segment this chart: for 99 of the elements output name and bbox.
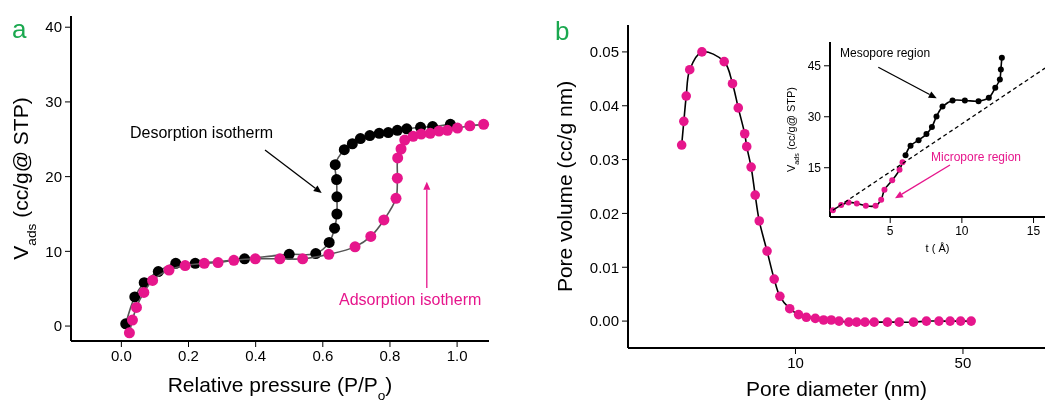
point xyxy=(985,94,992,101)
point xyxy=(441,124,453,136)
point xyxy=(939,103,946,110)
point xyxy=(323,236,335,248)
point xyxy=(391,172,403,184)
point xyxy=(331,174,343,186)
point xyxy=(401,123,413,135)
point xyxy=(365,230,377,242)
point xyxy=(992,84,999,91)
point xyxy=(354,133,366,145)
x-axis-title: Pore diameter (nm) xyxy=(746,377,927,400)
y-tick-label: 0.00 xyxy=(589,312,619,330)
point xyxy=(373,127,385,139)
point xyxy=(478,118,490,130)
point xyxy=(896,166,903,173)
point xyxy=(338,144,350,156)
point xyxy=(129,291,141,303)
point xyxy=(902,152,909,159)
point xyxy=(915,137,922,144)
x-tick-label: 0.2 xyxy=(178,347,199,364)
point xyxy=(198,257,210,269)
y-tick-label: 0 xyxy=(53,317,62,335)
point xyxy=(391,124,403,136)
y-tick-label: 15 xyxy=(807,160,822,175)
y-tick-label: 20 xyxy=(45,167,62,185)
y-tick-label: 10 xyxy=(45,242,62,260)
point xyxy=(395,143,407,155)
y-tick-label: 30 xyxy=(807,109,822,124)
y-axis-title: Pore volume (cc/g nm) xyxy=(553,80,576,293)
point xyxy=(399,134,411,146)
annotation: Adsorption isotherm xyxy=(339,291,482,308)
y-tick-label: 0.01 xyxy=(589,258,619,276)
y-tick-label: 0.05 xyxy=(589,43,619,61)
x-tick-label: 10 xyxy=(787,354,804,371)
point xyxy=(949,97,956,104)
y-tick-label: 30 xyxy=(45,93,62,111)
point xyxy=(464,120,476,132)
point xyxy=(382,127,394,139)
x-tick-label: 0.6 xyxy=(312,347,334,364)
y-tick-label: 0.03 xyxy=(589,150,619,168)
x-tick-label: 0.4 xyxy=(245,347,267,364)
point xyxy=(329,159,341,171)
x-tick-label: 5 xyxy=(886,223,894,238)
point xyxy=(123,327,135,339)
y-tick-label: 40 xyxy=(45,18,62,36)
point xyxy=(329,222,341,234)
point xyxy=(881,186,888,193)
chart-title: b xyxy=(555,16,570,46)
point xyxy=(179,260,191,272)
point xyxy=(424,127,436,139)
point xyxy=(126,314,138,326)
point xyxy=(147,274,159,286)
y-tick-label: 0.04 xyxy=(589,97,619,114)
x-tick-label: 15 xyxy=(1026,223,1041,238)
point xyxy=(349,241,361,253)
point xyxy=(346,138,358,150)
annotation: Mesopore region xyxy=(840,46,931,60)
point xyxy=(997,66,1004,73)
annotation: Desorption isotherm xyxy=(130,124,274,141)
point xyxy=(138,286,150,298)
point xyxy=(996,76,1003,83)
x-tick-label: 10 xyxy=(955,223,969,238)
point xyxy=(862,202,869,209)
x-tick-label: 0.0 xyxy=(110,347,132,364)
point xyxy=(249,253,261,265)
point xyxy=(390,192,402,204)
point xyxy=(889,177,896,184)
point xyxy=(907,142,914,149)
point xyxy=(297,253,309,265)
x-axis-title: t ( Å) xyxy=(925,242,950,254)
chart-title: a xyxy=(12,14,27,44)
point xyxy=(130,301,142,313)
point xyxy=(378,214,390,226)
annotation: Micropore region xyxy=(931,149,1022,164)
x-tick-label: 1.0 xyxy=(446,347,468,364)
point xyxy=(961,97,968,104)
point xyxy=(975,98,982,105)
y-tick-label: 45 xyxy=(807,58,822,73)
point xyxy=(928,123,935,130)
point xyxy=(933,113,940,120)
point xyxy=(872,202,879,209)
x-tick-label: 0.8 xyxy=(379,347,401,364)
x-tick-label: 50 xyxy=(954,354,972,371)
point xyxy=(392,152,404,164)
point xyxy=(323,248,335,260)
x-axis-title: Relative pressure (P/P$_{o}$) xyxy=(167,373,393,403)
point xyxy=(853,200,860,207)
point xyxy=(331,208,343,220)
point xyxy=(451,122,463,134)
point xyxy=(331,191,343,203)
point xyxy=(364,130,376,142)
point xyxy=(228,254,240,266)
point xyxy=(878,196,885,203)
point xyxy=(274,253,286,265)
point xyxy=(212,257,224,269)
point xyxy=(163,264,175,276)
point xyxy=(998,54,1005,61)
y-tick-label: 0.02 xyxy=(589,204,619,222)
point xyxy=(923,131,930,138)
